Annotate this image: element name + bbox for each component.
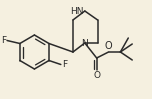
Text: N: N	[81, 39, 88, 48]
Text: O: O	[93, 71, 100, 80]
Text: F: F	[62, 60, 67, 69]
Text: HN: HN	[70, 7, 84, 16]
Text: F: F	[1, 36, 6, 45]
Text: O: O	[105, 41, 112, 51]
